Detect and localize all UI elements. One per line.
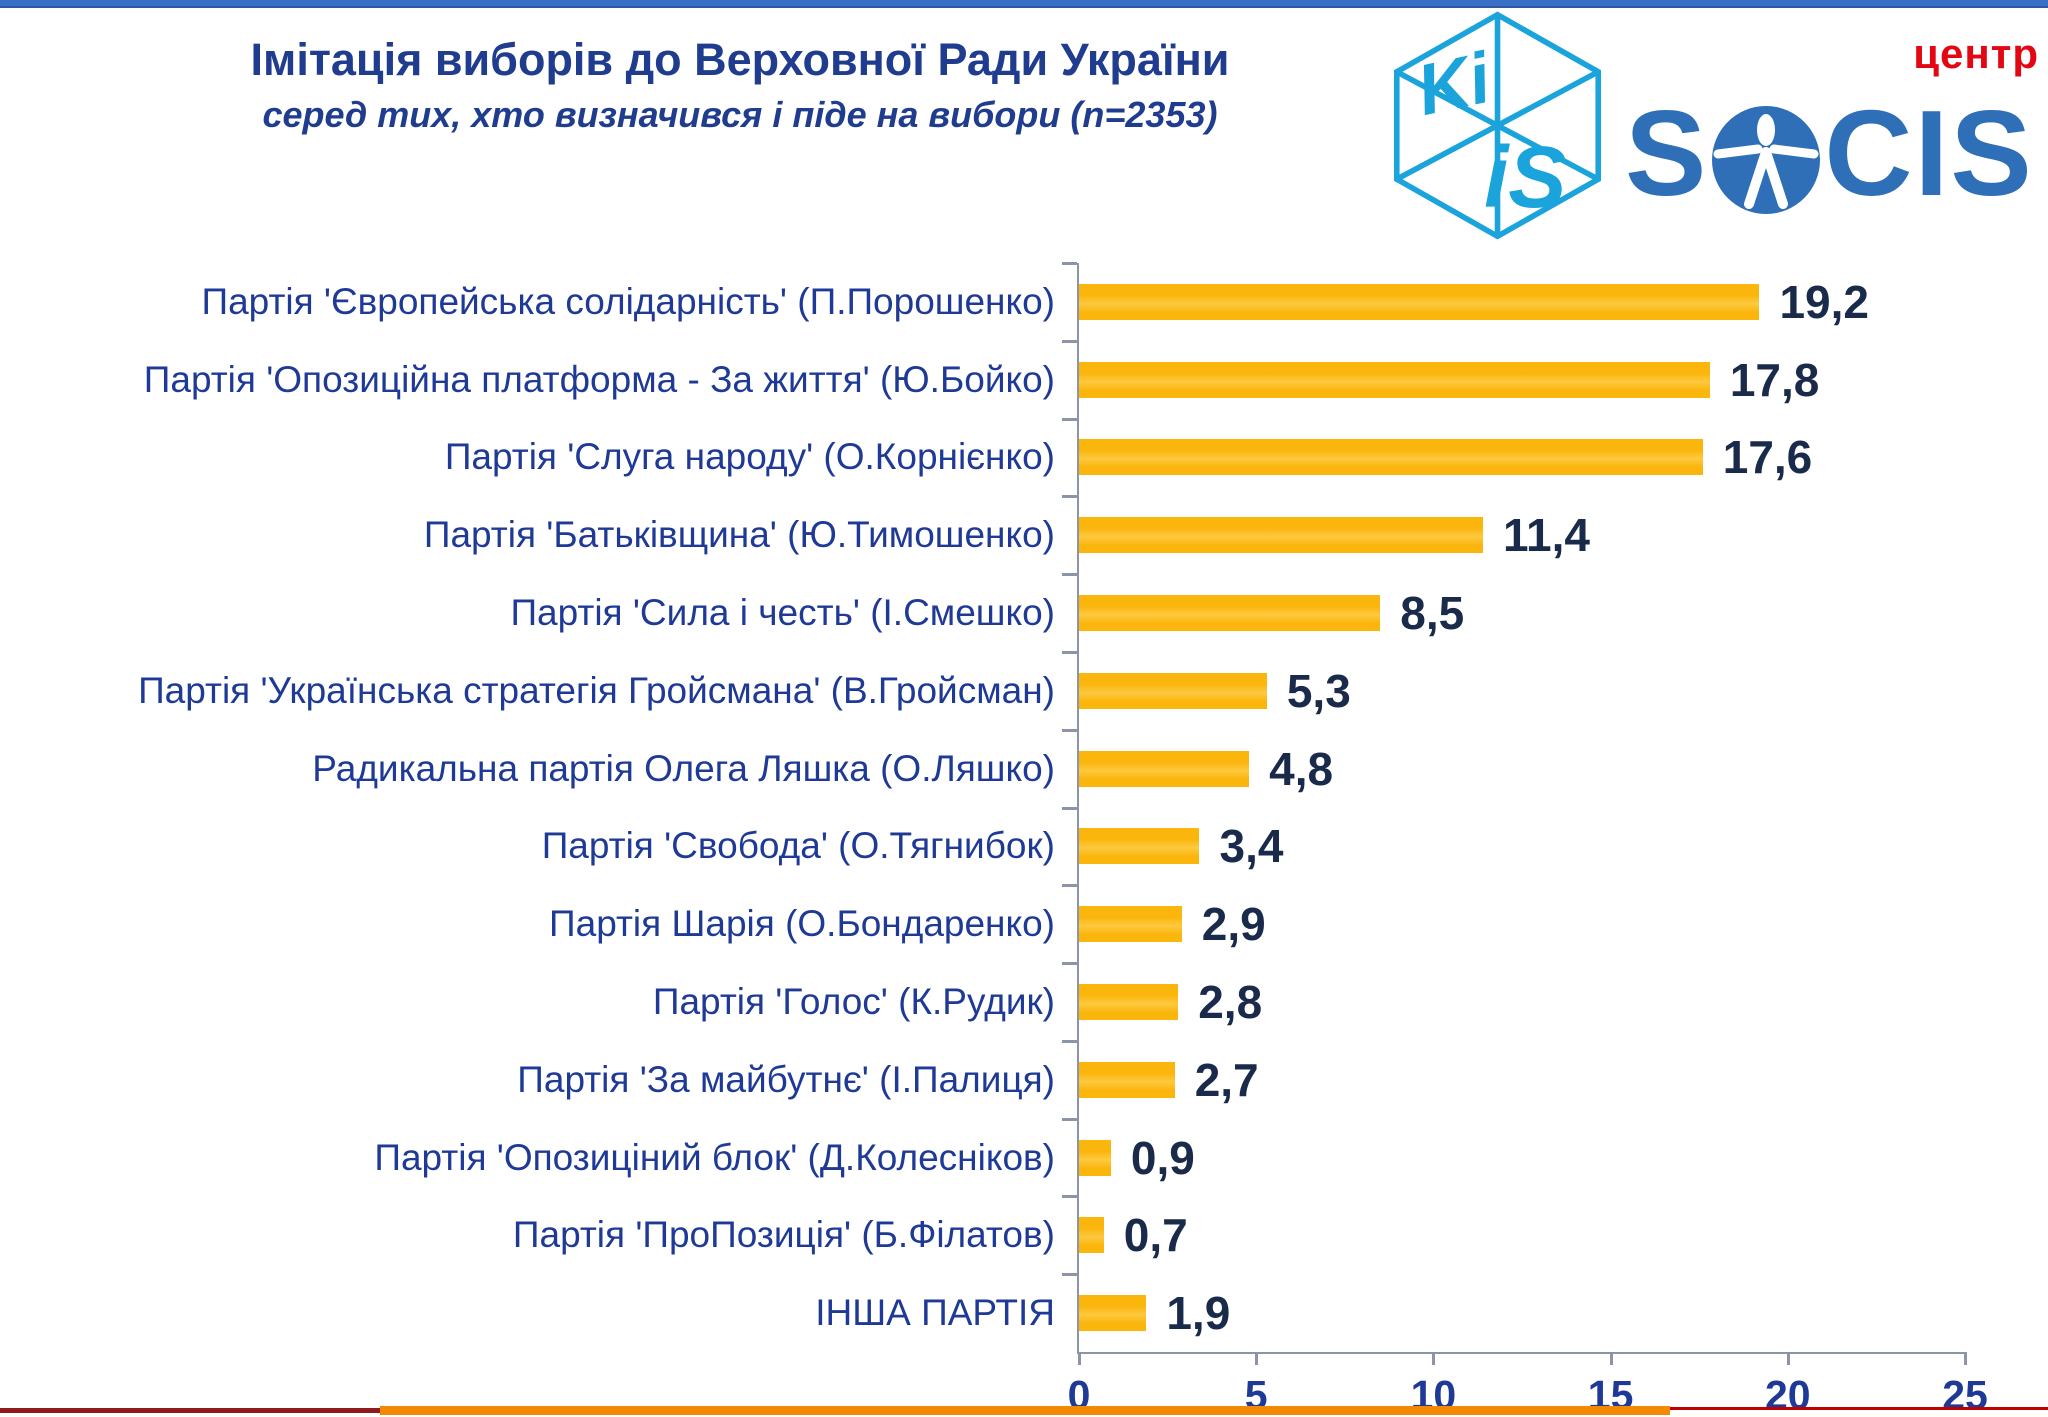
category-axis-tick	[1062, 1039, 1077, 1043]
kiis-logo-icon: Ki iS	[1393, 11, 1602, 240]
page-subtitle: серед тих, хто визначився і піде на вибо…	[262, 93, 1218, 135]
x-axis-tick	[1609, 1352, 1613, 1365]
category-axis-tick	[1062, 1117, 1077, 1121]
chart-header: Імітація виборів до Верховної Ради Украї…	[150, 34, 1330, 136]
bar	[1079, 750, 1250, 787]
bottom-stripe-orange	[380, 1406, 1670, 1415]
category-label: ІНША ПАРТІЯ	[815, 1292, 1055, 1334]
category-axis-tick	[1062, 728, 1077, 732]
bar-value-label: 0,9	[1130, 1131, 1195, 1184]
bar-value-label: 17,6	[1722, 431, 1813, 484]
category-label: Партія 'Свобода' (О.Тягнибок)	[541, 825, 1055, 867]
bar	[1079, 361, 1710, 398]
category-label: Партія 'Українська стратегія Гройсмана' …	[138, 669, 1055, 711]
bar	[1079, 906, 1182, 943]
category-axis-tick	[1062, 262, 1077, 265]
socis-centr-label: центр	[1913, 30, 2039, 77]
kiis-text-top: Ki	[1410, 38, 1499, 132]
bar	[1079, 672, 1267, 709]
bar	[1079, 517, 1484, 554]
category-axis-tick	[1062, 806, 1077, 810]
x-axis-tick-label: 25	[1942, 1372, 1988, 1417]
bar	[1079, 283, 1760, 320]
category-label: Радикальна партія Олега Ляшка (О.Ляшко)	[312, 747, 1055, 789]
x-axis-tick-label: 5	[1244, 1372, 1268, 1417]
socis-wordmark: S CIS	[1625, 90, 2034, 216]
category-axis-tick	[1062, 495, 1077, 499]
category-label: Партія 'Слуга народу' (О.Корнієнко)	[444, 436, 1055, 478]
x-axis-tick-label: 20	[1764, 1372, 1811, 1417]
bar-value-label: 2,8	[1198, 975, 1263, 1028]
bar-value-label: 8,5	[1400, 587, 1465, 640]
category-axis-tick	[1062, 339, 1077, 343]
category-axis-tick	[1062, 573, 1077, 577]
kiis-text-bottom: iS	[1484, 129, 1566, 226]
x-axis-tick	[1964, 1352, 1967, 1365]
x-axis-tick	[1078, 1352, 1081, 1365]
bar	[1079, 983, 1179, 1020]
bar	[1079, 439, 1703, 476]
category-label: Партія 'Батьківщина' (Ю.Тимошенко)	[423, 514, 1055, 556]
category-label: Партія 'ПроПозиція' (Б.Філатов)	[512, 1214, 1055, 1256]
bar	[1079, 1217, 1104, 1254]
bar-value-label: 2,9	[1201, 898, 1266, 951]
bar-value-label: 11,4	[1503, 509, 1591, 562]
bar-value-label: 3,4	[1219, 820, 1284, 873]
bar-value-label: 2,7	[1194, 1053, 1259, 1106]
bar-value-label: 19,2	[1779, 275, 1869, 328]
category-label: Партія 'Європейська солідарність' (П.Пор…	[201, 280, 1055, 322]
bar	[1079, 1061, 1175, 1098]
bar-value-label: 0,7	[1123, 1209, 1188, 1262]
x-axis-tick	[1255, 1352, 1259, 1365]
bar-value-label: 5,3	[1286, 664, 1351, 717]
category-axis-tick	[1062, 1273, 1077, 1277]
socis-logo: центр S CIS	[1625, 16, 2045, 216]
x-axis-tick	[1432, 1352, 1436, 1365]
category-label: Партія 'Голос' (К.Рудик)	[652, 980, 1055, 1022]
bottom-stripe-maroon	[0, 1408, 380, 1413]
bar	[1079, 595, 1381, 632]
bar-value-label: 17,8	[1729, 353, 1820, 406]
bar-chart-plot: 19,2 17,8 17,6 11,4 8,5 5,3 4,8 3,4 2,9 2,8 2,7 0,9…	[1062, 262, 1988, 1417]
bar	[1079, 1139, 1111, 1176]
top-accent-bar	[0, 0, 2048, 8]
category-labels: Партія 'Європейська солідарність' (П.Пор…	[0, 263, 1055, 1352]
bar	[1079, 1295, 1147, 1332]
x-axis-tick	[1786, 1352, 1790, 1365]
category-axis-tick	[1062, 962, 1077, 966]
category-label: Партія 'Сила і честь' (І.Смешко)	[510, 592, 1055, 634]
category-axis-tick	[1062, 650, 1077, 654]
bar	[1079, 828, 1200, 865]
category-axis-tick	[1062, 884, 1077, 888]
category-label: Партія 'Опозиційна платформа - За життя'…	[143, 358, 1055, 400]
bottom-stripe-red	[1670, 1407, 2048, 1410]
x-axis-tick-label: 0	[1067, 1372, 1091, 1417]
socis-letters-cis: CIS	[1824, 85, 2034, 221]
category-axis-tick	[1062, 417, 1077, 421]
category-label: Партія 'Опозиціний блок' (Д.Колесніков)	[374, 1136, 1055, 1178]
socis-letter-s: S	[1625, 85, 1709, 221]
category-axis-tick	[1062, 1195, 1077, 1199]
page-title: Імітація виборів до Верховної Ради Украї…	[250, 34, 1230, 85]
socis-person-icon	[1712, 106, 1821, 214]
bar-value-label: 4,8	[1269, 742, 1334, 795]
category-label: Партія 'За майбутнє' (І.Палиця)	[517, 1058, 1055, 1100]
bar-value-label: 1,9	[1166, 1287, 1231, 1340]
category-label: Партія Шарія (О.Бондаренко)	[549, 903, 1055, 945]
